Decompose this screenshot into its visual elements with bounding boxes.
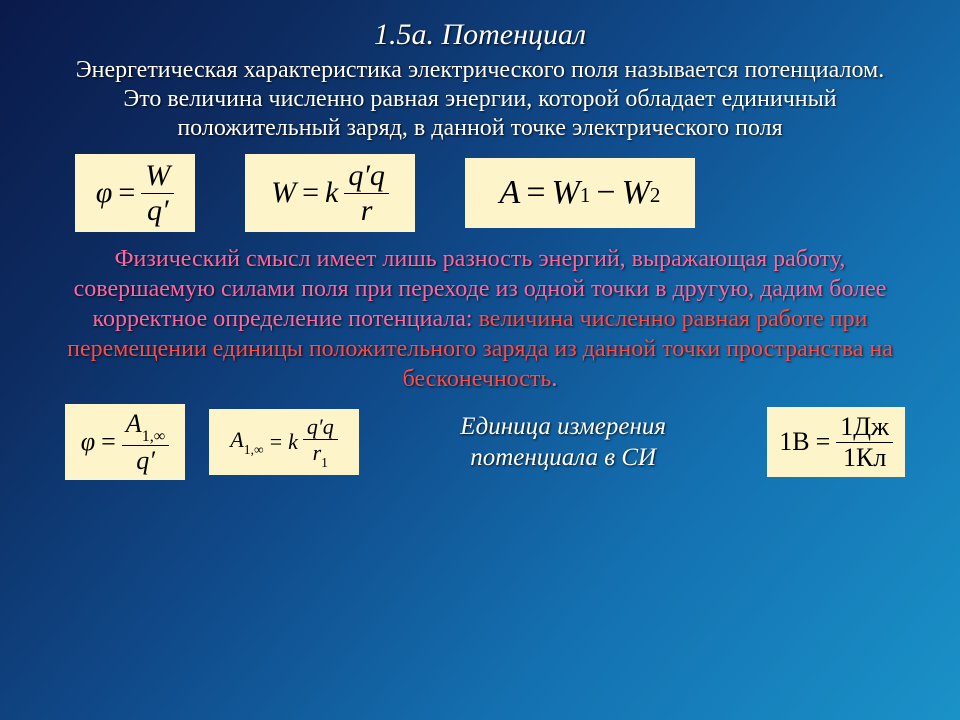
formula-phi2: φ = A1,∞ q′ (65, 404, 185, 479)
w-num: q′q (344, 160, 389, 194)
unit-label-line1: Единица измерения (383, 411, 743, 442)
a2-lhs-sym: A (230, 427, 243, 452)
phi-den: q′ (143, 194, 173, 227)
phi-num: W (141, 160, 174, 194)
equals-icon: = (264, 429, 288, 455)
phi-lhs: φ (96, 176, 113, 210)
a-w2: W (622, 174, 650, 212)
a-lhs: A (500, 174, 521, 212)
a-sub1: 1 (580, 183, 591, 208)
formula-row-top: φ = W q′ W = k q′q r A = W1 − W2 (75, 154, 905, 232)
a2-lhs-sub: 1,∞ (244, 442, 264, 457)
a2-den-sub: 1 (321, 455, 328, 470)
definition-dot: . (551, 366, 557, 392)
intro-paragraph: Энергетическая характеристика электричес… (55, 56, 905, 142)
equals-icon: = (112, 176, 141, 210)
formula-w: W = k q′q r (245, 154, 415, 232)
phi-fraction: W q′ (141, 160, 174, 226)
formula-row-bottom: φ = A1,∞ q′ A1,∞ = k q′q r1 (65, 404, 905, 479)
phi2-fraction: A1,∞ q′ (122, 410, 169, 473)
phi2-num: A1,∞ (122, 410, 169, 445)
a2-den: r1 (309, 440, 332, 469)
phi2-den: q′ (132, 446, 159, 474)
a-sub2: 2 (650, 183, 661, 208)
phi2-num-sub: 1,∞ (142, 428, 166, 445)
unit-label-box: Единица измерения потенциала в СИ (383, 411, 743, 474)
formula-a2: A1,∞ = k q′q r1 (209, 409, 359, 475)
w-fraction: q′q r (344, 160, 389, 226)
minus-icon: − (590, 174, 621, 212)
unit-fraction: 1Дж 1Кл (836, 413, 893, 471)
equals-icon: = (95, 427, 122, 457)
phi2-num-sym: A (126, 409, 142, 438)
slide: 1.5а. Потенциал Энергетическая характери… (0, 0, 960, 720)
unit-den: 1Кл (839, 443, 890, 471)
formula-a: A = W1 − W2 (465, 158, 695, 228)
phi2-lhs: φ (81, 427, 95, 457)
equals-icon: = (810, 427, 837, 457)
equals-icon: = (296, 176, 325, 210)
a2-den-sym: r (313, 440, 322, 465)
a2-k: k (288, 429, 298, 455)
a-w1: W (552, 174, 580, 212)
a2-lhs: A1,∞ (230, 427, 263, 456)
a2-num: q′q (303, 415, 338, 440)
unit-lhs: 1B (779, 427, 809, 457)
w-den: r (357, 194, 377, 227)
definition-paragraph: Физический смысл имеет лишь разность эне… (55, 244, 905, 394)
formula-phi: φ = W q′ (75, 154, 195, 232)
unit-num: 1Дж (836, 413, 893, 442)
a2-fraction: q′q r1 (303, 415, 338, 469)
w-lhs: W (271, 176, 296, 210)
w-k: k (325, 176, 338, 210)
unit-label-line2: потенциала в СИ (383, 442, 743, 473)
equals-icon: = (520, 174, 551, 212)
formula-unit: 1B = 1Дж 1Кл (767, 407, 905, 477)
slide-title: 1.5а. Потенциал (55, 18, 905, 52)
